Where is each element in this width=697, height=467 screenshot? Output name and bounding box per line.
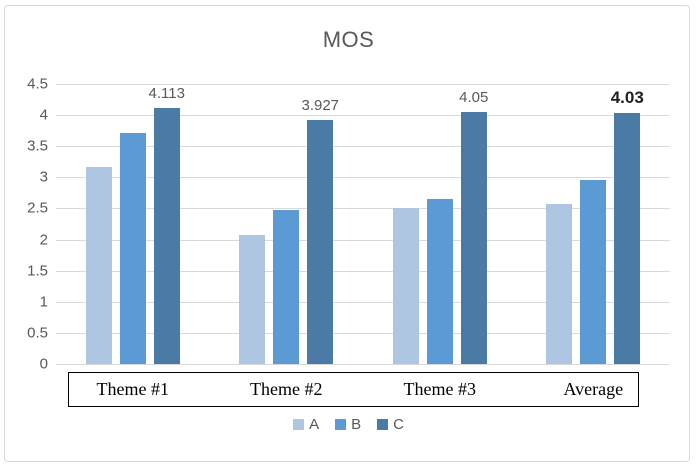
data-label: 4.05 (459, 89, 489, 106)
bar-b-4 (580, 180, 607, 364)
gridline (56, 364, 670, 365)
bar-a-1 (85, 166, 112, 364)
y-axis-tick-label: 3 (39, 168, 48, 186)
gridline (56, 239, 670, 241)
bar-a-2 (239, 234, 266, 364)
bar-b-1 (119, 132, 146, 364)
category-label: Theme #3 (403, 379, 476, 399)
y-axis-tick-label: 4.5 (27, 75, 48, 93)
legend-label: A (309, 416, 320, 433)
category-label: Average (563, 379, 624, 399)
legend-swatch-c (377, 419, 389, 430)
gridline (56, 115, 670, 117)
bar-c-2: 3.927 (301, 98, 339, 364)
category-label: Theme #1 (96, 379, 169, 399)
bar-group-3: 4.05 (363, 84, 517, 364)
gridline (56, 208, 670, 210)
y-axis-tick-label: 1 (39, 293, 48, 311)
y-axis-tick-label: 2 (39, 231, 48, 249)
plot-area: 4.113 3.927 4.05 4.03 (56, 84, 670, 365)
gridline (56, 146, 670, 148)
y-axis: 4.5 4 3.5 3 2.5 2 1.5 1 0.5 0 (0, 77, 48, 372)
legend-label: B (351, 416, 362, 433)
category-label: Theme #2 (250, 379, 323, 399)
legend-swatch-a (293, 419, 305, 430)
gridline (56, 177, 670, 179)
bar-group-2: 3.927 (210, 84, 364, 364)
data-label: 4.113 (148, 85, 185, 103)
y-axis-tick-label: 3.5 (27, 137, 48, 155)
legend-label: C (393, 416, 404, 433)
y-axis-tick-label: 1.5 (27, 262, 48, 280)
legend-item-c: C (377, 416, 404, 433)
bar-c-3: 4.05 (459, 90, 488, 364)
data-label: 4.03 (610, 88, 644, 108)
bar-group-1: 4.113 (56, 84, 210, 364)
bar-a-4 (546, 203, 573, 364)
y-axis-tick-label: 4 (39, 106, 48, 124)
bar-c-1: 4.113 (149, 86, 185, 364)
legend: A B C (0, 416, 697, 433)
y-axis-tick-label: 0.5 (27, 324, 48, 342)
y-axis-tick-label: 0 (39, 355, 48, 373)
gridline (56, 301, 670, 303)
gridline (56, 84, 670, 85)
data-label: 3.927 (301, 96, 340, 114)
bar-group-4: 4.03 (517, 84, 671, 364)
legend-swatch-b (335, 419, 347, 430)
y-axis-tick-label: 2.5 (27, 199, 48, 217)
bar-c-4: 4.03 (611, 89, 644, 364)
chart-title: MOS (322, 27, 375, 52)
chart-frame (4, 5, 690, 462)
legend-item-b: B (335, 416, 361, 433)
legend-item-a: A (293, 416, 319, 433)
category-axis-box (68, 372, 639, 407)
gridline (56, 332, 670, 334)
bar-b-3 (426, 199, 453, 364)
bar-groups: 4.113 3.927 4.05 4.03 (56, 84, 670, 364)
category-axis: Theme #1 Theme #2 Theme #3 Average (56, 372, 670, 407)
bar-a-3 (392, 208, 419, 364)
gridline (56, 270, 670, 272)
bar-b-2 (273, 209, 300, 364)
